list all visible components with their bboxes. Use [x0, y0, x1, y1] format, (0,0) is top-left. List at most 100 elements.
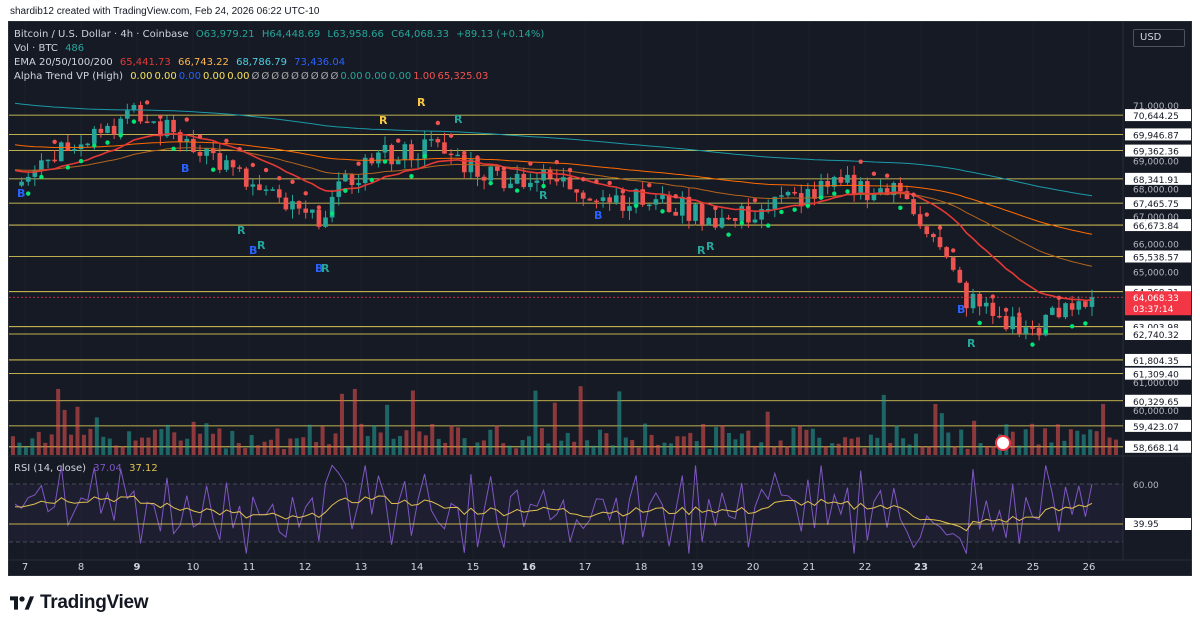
- bar-countdown: 03:37:14: [1133, 305, 1174, 315]
- ema100-value: 68,786.79: [236, 57, 287, 68]
- candle-body: [891, 182, 897, 196]
- candle-body: [72, 149, 77, 151]
- trailing-stop-dot: [607, 180, 612, 186]
- trailing-stop-dot: [1043, 329, 1048, 334]
- alpha-trend-value: 1.00: [413, 71, 436, 82]
- candle-body: [210, 148, 216, 154]
- volume-bar: [185, 438, 190, 455]
- volume-bar: [1094, 431, 1099, 455]
- candle-body: [541, 169, 546, 181]
- candle-body: [706, 218, 712, 225]
- volume-bar: [714, 426, 719, 455]
- candle-body: [1063, 303, 1068, 318]
- legend-symbol-row: Bitcoin / U.S. Dollar · 4h · Coinbase O6…: [14, 29, 548, 40]
- volume-bar: [1036, 444, 1041, 455]
- tradingview-logo-icon: [10, 596, 34, 610]
- trailing-stop-dot: [211, 167, 216, 172]
- time-axis-label: 26: [1083, 562, 1096, 573]
- candle-body: [851, 174, 857, 195]
- current-price-tag: [1125, 291, 1191, 316]
- candle-body: [785, 192, 791, 196]
- volume-bar: [133, 440, 138, 455]
- candle-body: [1089, 297, 1095, 307]
- legend-volume-row[interactable]: Vol · BTC 486: [14, 43, 88, 54]
- signal-label: R: [417, 96, 426, 109]
- trailing-stop-dot: [435, 120, 441, 126]
- trailing-stop-dot: [316, 205, 322, 210]
- volume-bar: [17, 442, 22, 455]
- volume-label: Vol · BTC: [14, 43, 58, 54]
- ohlc-close: C64,068.33: [391, 29, 449, 40]
- currency-button[interactable]: USD: [1133, 29, 1185, 47]
- tradingview-logo-text: TradingView: [40, 592, 149, 613]
- level-price-label: 61,309.40: [1133, 371, 1179, 381]
- volume-bar: [1114, 439, 1118, 455]
- time-axis-label: 23: [914, 562, 928, 573]
- volume-bar: [398, 435, 403, 455]
- trailing-stop-dot: [78, 158, 84, 164]
- candle-body: [937, 237, 943, 248]
- volume-bar: [307, 424, 312, 455]
- trailing-stop-dot: [501, 166, 507, 171]
- trailing-stop-dot: [382, 159, 388, 164]
- volume-bar: [720, 425, 725, 455]
- volume-bar: [1075, 430, 1080, 455]
- candle-body: [580, 192, 586, 199]
- level-price-tag: [1125, 197, 1191, 210]
- alpha-trend-value: 0.00: [388, 71, 412, 82]
- candle-body: [693, 204, 698, 221]
- volume-bar: [823, 446, 828, 455]
- volume-bar: [533, 390, 538, 455]
- candle-body: [296, 201, 302, 209]
- candle-body: [1036, 327, 1042, 336]
- candle-body: [85, 143, 90, 146]
- level-price-tag: [1125, 128, 1191, 141]
- volume-bar: [849, 438, 854, 455]
- symbol-name[interactable]: Bitcoin / U.S. Dollar · 4h · Coinbase: [14, 29, 189, 40]
- rsi-value-tag: [1125, 518, 1191, 530]
- signal-label: B: [957, 303, 965, 316]
- alpha-trend-value: Ø: [320, 71, 329, 82]
- price-axis-label: 67,000.00: [1133, 213, 1179, 223]
- candle-body: [243, 168, 249, 187]
- rsi-value: 37.04: [93, 463, 122, 474]
- volume-bar: [243, 448, 248, 455]
- trailing-stop-dot: [396, 138, 401, 143]
- candle-body: [323, 217, 328, 227]
- chart-panel[interactable]: 7 8 9 10 11 12 13 14 15 16 17 18 19 20 21 22 23 24 25 26 70,…: [8, 21, 1192, 576]
- signal-label: R: [237, 224, 246, 237]
- trailing-stop-dot: [620, 189, 626, 194]
- trailing-stop-dot: [1003, 307, 1009, 312]
- candle-body: [964, 282, 969, 309]
- volume-bar: [959, 429, 964, 455]
- level-price-tag: [1125, 328, 1191, 341]
- volume-bar: [539, 428, 544, 455]
- volume-bar: [385, 404, 390, 455]
- volume-bar: [514, 448, 519, 455]
- candle-body: [765, 208, 771, 211]
- candle-body: [911, 199, 916, 215]
- volume-bar: [140, 437, 145, 455]
- candle-body: [818, 180, 824, 199]
- volume-bar: [75, 406, 80, 455]
- volume-bar: [675, 436, 680, 455]
- volume-bar: [1043, 428, 1048, 455]
- time-axis-label: 11: [243, 562, 256, 573]
- trailing-stop-dot: [660, 209, 665, 214]
- candle-body: [1023, 327, 1029, 334]
- legend-rsi-row[interactable]: RSI (14, close) 37.04 37.12: [14, 463, 162, 474]
- volume-bar: [578, 386, 583, 455]
- price-axis-label: 66,000.00: [1133, 241, 1179, 251]
- legend-ema-row[interactable]: EMA 20/50/100/200 65,441.73 66,743.22 68…: [14, 57, 349, 68]
- alpha-trend-value: 0.00: [130, 71, 153, 82]
- price-chart[interactable]: 7 8 9 10 11 12 13 14 15 16 17 18 19 20 21 22 23 24 25 26 70,…: [9, 22, 1192, 576]
- legend-alpha-trend-row[interactable]: Alpha Trend VP (High) 0.00 0.00 0.00 0.00 0.…: [14, 71, 490, 82]
- candle-body: [673, 212, 679, 216]
- candle-body: [204, 148, 209, 156]
- volume-bar: [230, 430, 235, 455]
- ema-label: EMA 20/50/100/200: [14, 57, 113, 68]
- signal-label: R: [454, 113, 463, 126]
- candle-body: [1069, 303, 1075, 310]
- candle-body: [1056, 307, 1062, 318]
- candle-body: [197, 152, 203, 156]
